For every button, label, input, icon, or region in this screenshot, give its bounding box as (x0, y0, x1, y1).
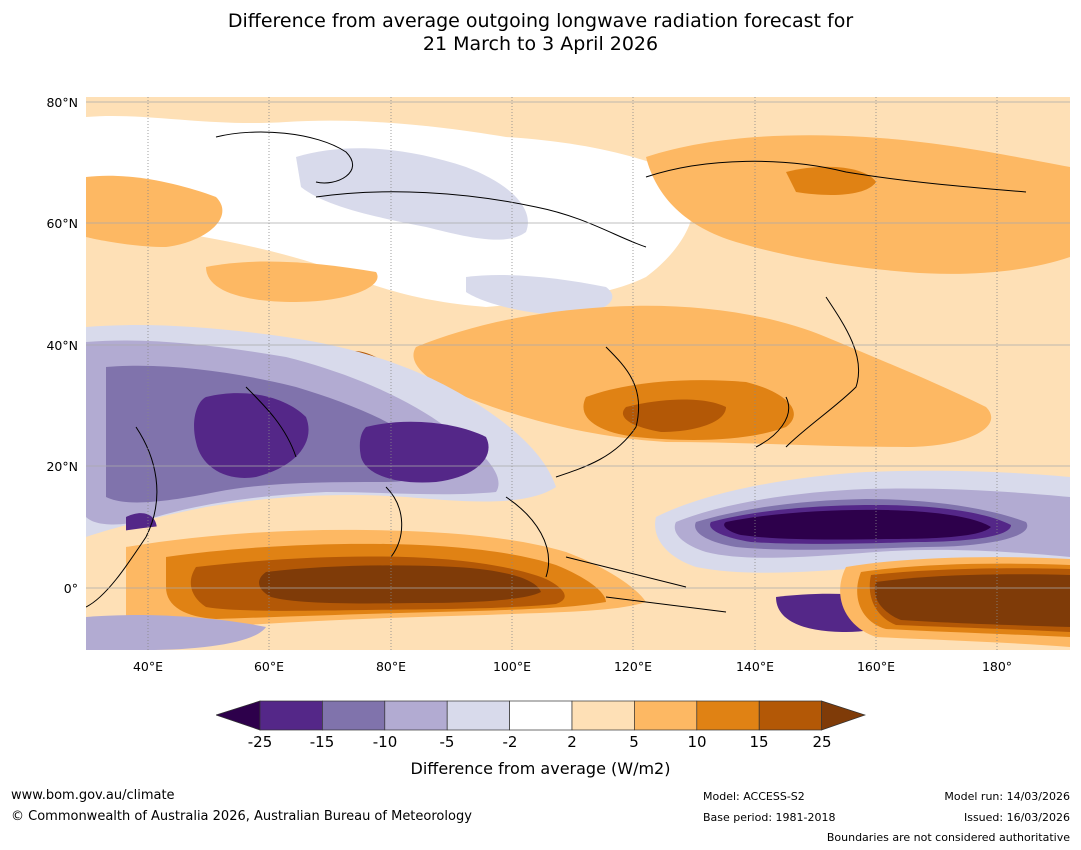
south-indian-ocean-purple (86, 615, 266, 650)
boundaries-disclaimer: Boundaries are not considered authoritat… (826, 831, 1070, 844)
west-pacific-darkest-purple (724, 509, 991, 540)
siberia-light-purple (296, 148, 528, 240)
colorbar-tick: -15 (309, 733, 335, 751)
website-link[interactable]: www.bom.gov.au/climate (11, 788, 175, 803)
lat-label-20n: 20°N (46, 459, 78, 474)
lon-label-180: 180° (981, 659, 1013, 674)
central-pacific-brown (874, 574, 1070, 627)
colorbar-tick: -25 (247, 733, 273, 751)
meridians (147, 97, 998, 650)
east-china-darker-orange (622, 399, 726, 432)
colorbar-swatch (758, 700, 822, 731)
lon-label-140e: 140°E (735, 659, 774, 674)
north-pacific-orange (646, 135, 1070, 274)
base-period-text: Base period: 1981-2018 (703, 811, 836, 824)
colorbar-swatch (322, 700, 386, 731)
map-title: Difference from average outgoing longwav… (0, 10, 1081, 56)
colorbar-swatch (509, 700, 573, 731)
europe-orange (86, 175, 223, 247)
coastlines (86, 131, 1027, 613)
title-line-1: Difference from average outgoing longwav… (227, 10, 854, 32)
india-deep-purple (194, 393, 309, 478)
colorbar-tick: -2 (502, 733, 518, 751)
lat-label-40n: 40°N (46, 338, 78, 353)
east-siberia-dark-orange (786, 166, 876, 195)
title-line-2: 21 March to 3 April 2026 (422, 33, 659, 55)
parallels (86, 101, 1070, 589)
colorbar-tick: 2 (567, 733, 577, 751)
central-asia-light-purple (466, 275, 613, 316)
lat-label-60n: 60°N (46, 216, 78, 231)
model-text: Model: ACCESS-S2 (703, 790, 805, 803)
lon-label-60e: 60°E (253, 659, 285, 674)
colorbar-swatch (384, 700, 448, 731)
colorbar-tick: 25 (812, 733, 832, 751)
colorbar-extend-low (216, 700, 261, 731)
lon-label-160e: 160°E (856, 659, 895, 674)
colorbar-tick: -10 (372, 733, 398, 751)
lat-label-80n: 80°N (46, 95, 78, 110)
colorbar-swatch (696, 700, 760, 731)
equator-brown (259, 565, 541, 604)
colorbar-swatch (571, 700, 635, 731)
lon-label-100e: 100°E (492, 659, 531, 674)
colorbar-tick: 15 (749, 733, 769, 751)
issued-text: Issued: 16/03/2026 (963, 811, 1070, 824)
colorbar-extend-high (821, 700, 866, 731)
colorbar-tick: 10 (687, 733, 707, 751)
kazakh-orange (206, 261, 378, 302)
lat-label-0: 0° (63, 581, 78, 596)
colorbar-swatch (259, 700, 323, 731)
colorbar-swatch (446, 700, 510, 731)
china-orange (413, 305, 992, 447)
olr-anomaly-map (86, 97, 1070, 650)
lon-label-80e: 80°E (375, 659, 407, 674)
colorbar-label: Difference from average (W/m2) (410, 759, 671, 778)
colorbar-tick: -5 (439, 733, 455, 751)
lon-label-120e: 120°E (613, 659, 652, 674)
model-run-text: Model run: 14/03/2026 (944, 790, 1070, 803)
colorbar-tick: 5 (629, 733, 639, 751)
colorbar (216, 700, 866, 731)
colorbar-swatch (634, 700, 698, 731)
copyright-text: © Commonwealth of Australia 2026, Austra… (11, 809, 472, 824)
map-svg (86, 97, 1070, 650)
lon-label-40e: 40°E (132, 659, 164, 674)
bay-of-bengal-deep-purple (359, 421, 489, 483)
